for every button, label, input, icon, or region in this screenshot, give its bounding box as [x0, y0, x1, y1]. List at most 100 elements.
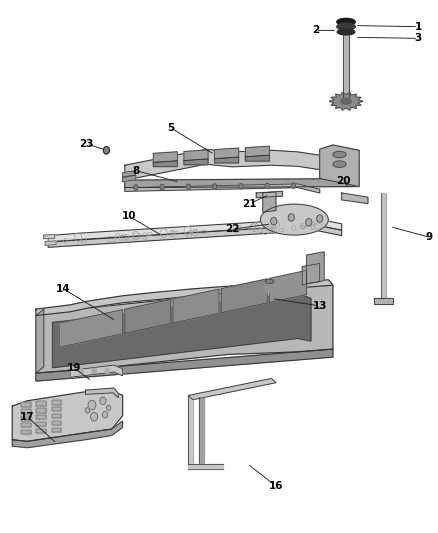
- Ellipse shape: [260, 204, 328, 235]
- Polygon shape: [245, 146, 269, 157]
- Text: 23: 23: [79, 139, 94, 149]
- Circle shape: [212, 184, 217, 189]
- Polygon shape: [36, 309, 44, 373]
- Polygon shape: [36, 285, 333, 373]
- Bar: [36, 401, 46, 406]
- Circle shape: [88, 400, 96, 410]
- Polygon shape: [45, 241, 56, 245]
- Bar: [312, 221, 317, 224]
- Polygon shape: [125, 149, 359, 180]
- Circle shape: [91, 413, 98, 421]
- Circle shape: [106, 405, 111, 410]
- Circle shape: [92, 368, 96, 374]
- Text: 13: 13: [312, 301, 327, 311]
- Bar: [265, 228, 271, 232]
- Bar: [36, 415, 46, 419]
- Polygon shape: [153, 161, 177, 167]
- Bar: [21, 430, 31, 434]
- Text: 9: 9: [426, 232, 433, 242]
- Polygon shape: [263, 192, 276, 212]
- Polygon shape: [269, 271, 307, 302]
- Bar: [300, 223, 305, 227]
- Bar: [52, 428, 61, 432]
- Polygon shape: [329, 92, 363, 110]
- Bar: [36, 429, 46, 433]
- Polygon shape: [245, 155, 269, 161]
- Circle shape: [79, 368, 83, 374]
- Bar: [233, 225, 240, 230]
- Circle shape: [306, 219, 312, 226]
- Bar: [21, 409, 31, 414]
- Bar: [36, 401, 46, 406]
- Polygon shape: [12, 390, 123, 441]
- Bar: [306, 222, 311, 225]
- Bar: [21, 402, 31, 407]
- Polygon shape: [256, 191, 283, 198]
- Bar: [133, 233, 140, 238]
- Bar: [21, 409, 31, 414]
- Text: 22: 22: [225, 224, 240, 234]
- Ellipse shape: [337, 23, 355, 30]
- Polygon shape: [48, 219, 342, 242]
- Text: 5: 5: [167, 123, 174, 133]
- Bar: [279, 228, 283, 231]
- Bar: [250, 224, 255, 228]
- Polygon shape: [125, 300, 171, 333]
- Circle shape: [160, 184, 164, 190]
- Bar: [52, 407, 61, 411]
- Polygon shape: [188, 395, 193, 464]
- Polygon shape: [343, 35, 349, 101]
- Text: 16: 16: [268, 481, 283, 491]
- Bar: [36, 429, 46, 433]
- Circle shape: [102, 411, 108, 418]
- Polygon shape: [199, 397, 204, 463]
- Bar: [171, 231, 174, 234]
- Bar: [81, 238, 86, 241]
- Bar: [147, 232, 151, 235]
- Bar: [52, 400, 61, 405]
- Polygon shape: [53, 293, 311, 368]
- Circle shape: [186, 184, 191, 190]
- Polygon shape: [44, 235, 55, 239]
- Polygon shape: [123, 175, 136, 182]
- Bar: [21, 423, 31, 427]
- Polygon shape: [125, 184, 320, 193]
- Bar: [107, 236, 114, 241]
- Polygon shape: [59, 310, 123, 347]
- Polygon shape: [302, 263, 320, 285]
- Bar: [36, 422, 46, 426]
- Polygon shape: [320, 145, 359, 187]
- Polygon shape: [85, 388, 118, 398]
- Polygon shape: [215, 148, 239, 159]
- Bar: [252, 229, 255, 231]
- Polygon shape: [374, 298, 393, 304]
- Polygon shape: [221, 279, 267, 313]
- Text: 8: 8: [132, 166, 139, 175]
- Bar: [52, 414, 61, 418]
- Bar: [52, 421, 61, 425]
- Bar: [36, 415, 46, 419]
- Polygon shape: [48, 225, 342, 247]
- Polygon shape: [188, 464, 223, 469]
- Text: 3: 3: [415, 34, 422, 43]
- Text: 17: 17: [20, 412, 35, 422]
- Text: 21: 21: [242, 199, 257, 208]
- Polygon shape: [307, 252, 324, 284]
- Circle shape: [291, 183, 296, 188]
- Bar: [201, 230, 206, 233]
- Bar: [52, 428, 61, 432]
- Circle shape: [134, 185, 138, 190]
- Polygon shape: [36, 280, 333, 316]
- Polygon shape: [188, 378, 276, 400]
- Bar: [189, 230, 193, 233]
- Polygon shape: [70, 365, 123, 377]
- Bar: [36, 408, 46, 413]
- Bar: [36, 408, 46, 413]
- Ellipse shape: [337, 19, 355, 26]
- Polygon shape: [265, 281, 274, 293]
- Polygon shape: [36, 349, 333, 381]
- Ellipse shape: [333, 151, 346, 158]
- Circle shape: [103, 147, 110, 154]
- Bar: [36, 422, 46, 426]
- Polygon shape: [153, 152, 177, 163]
